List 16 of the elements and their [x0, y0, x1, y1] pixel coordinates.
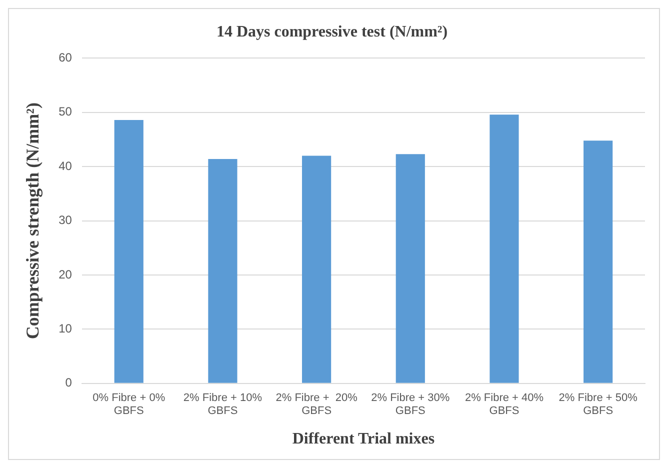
y-tick-label: 50: [58, 104, 72, 119]
x-tick-label: 2% Fibre + 10% GBFS: [183, 392, 262, 418]
x-tick-label: 2% Fibre + 30% GBFS: [371, 392, 450, 418]
x-tick-label: 2% Fibre + 20% GBFS: [276, 392, 358, 418]
x-tick-label: 0% Fibre + 0% GBFS: [92, 392, 166, 418]
x-axis-title: Different Trial mixes: [292, 430, 435, 448]
y-tick-label: 20: [58, 267, 72, 282]
chart-title: 14 Days compressive test (N/mm²): [216, 24, 448, 41]
y-tick-label: 0: [65, 376, 72, 390]
y-axis-title: Compressive strength (N/mm²): [22, 102, 42, 340]
y-tick-label: 40: [58, 158, 72, 173]
y-tick-label: 10: [58, 322, 72, 336]
y-tick-label: 30: [58, 213, 72, 228]
y-tick-label: 60: [58, 50, 72, 65]
x-tick-label: 2% Fibre + 40% GBFS: [464, 392, 544, 418]
x-tick-label: 2% Fibre + 50% GBFS: [558, 392, 638, 418]
